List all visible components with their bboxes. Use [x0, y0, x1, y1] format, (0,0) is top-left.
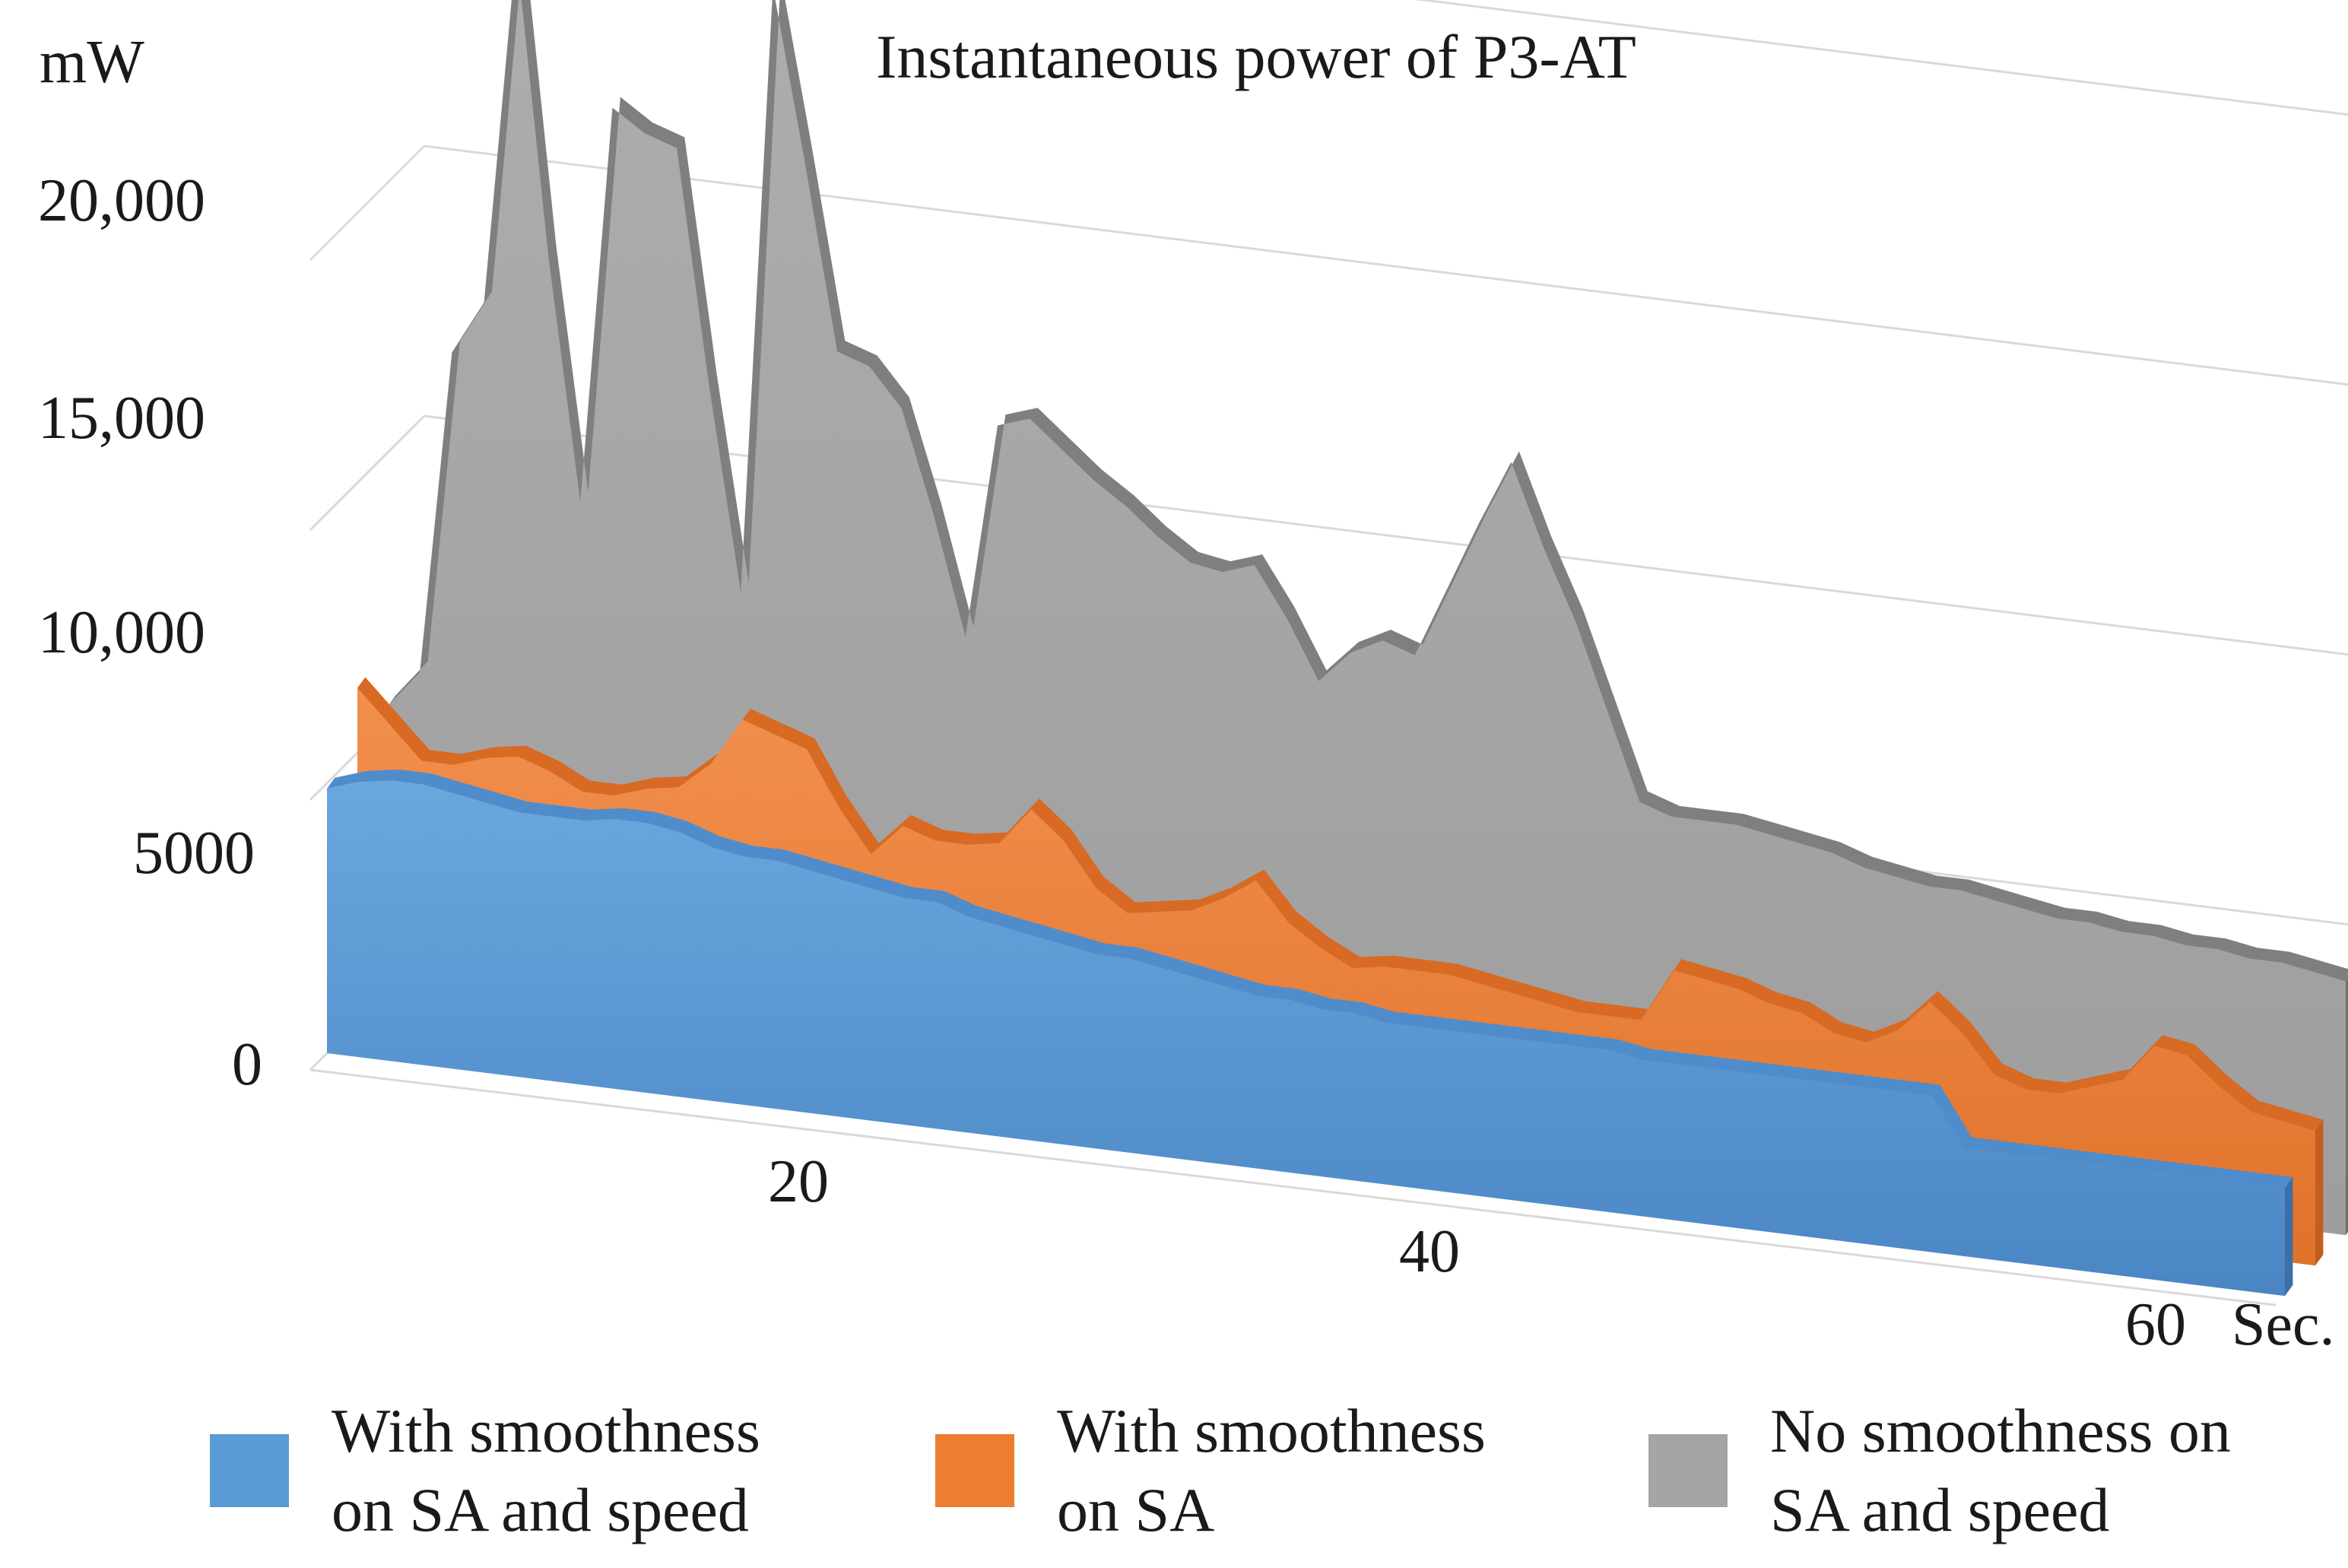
- series-1-side: [2315, 1119, 2324, 1266]
- y-tick-label-4: 20,000: [38, 167, 205, 234]
- series-0-side: [2285, 1177, 2293, 1297]
- y-tick-label-2: 10,000: [38, 599, 205, 666]
- series-0-ridge: [327, 769, 2293, 1189]
- floor-edge: [309, 1068, 2277, 1306]
- legend-item-orange: With smoothness on SA: [935, 1392, 1486, 1550]
- legend-swatch-blue: [210, 1434, 289, 1507]
- x-tick-label-2: 60: [2125, 1291, 2186, 1358]
- tick-labels: 0 5000 10,000 15,000 20,000 20 40 60: [38, 167, 2186, 1358]
- legend-label-gray: No smoothness on SA and speed: [1770, 1396, 2231, 1544]
- chart-title: Instantaneous power of P3-AT: [876, 22, 1636, 91]
- gridline-side-2: [309, 414, 426, 532]
- y-tick-label-1: 5000: [133, 820, 255, 887]
- chart-plot: 0 5000 10,000 15,000 20,000 20 40 60 mW Instant…: [38, 0, 2348, 1358]
- series-0-area: [327, 780, 2285, 1297]
- series-2-side: [2346, 978, 2348, 1236]
- gridline-3: [424, 144, 2348, 386]
- legend-item-blue: With smoothness on SA and speed: [210, 1392, 760, 1550]
- legend-item-gray: No smoothness on SA and speed: [1648, 1392, 2231, 1550]
- series-0: [327, 769, 2293, 1297]
- legend-label-orange: With smoothness on SA: [1057, 1396, 1486, 1544]
- legend-swatch-gray: [1648, 1434, 1728, 1507]
- x-axis-unit-label: Sec.: [2232, 1291, 2335, 1358]
- gridline-4: [1414, 0, 2348, 116]
- y-axis-unit-label: mW: [40, 29, 144, 96]
- legend-swatch-orange: [935, 1434, 1014, 1507]
- legend-label-blue: With smoothness on SA and speed: [332, 1396, 760, 1544]
- y-tick-label-0: 0: [232, 1031, 262, 1098]
- legend: With smoothness on SA and speed With smo…: [0, 1392, 2348, 1568]
- series-layer: [327, 0, 2348, 1297]
- series-1-ridge: [357, 677, 2324, 1131]
- x-tick-label-1: 40: [1399, 1218, 1460, 1285]
- y-tick-label-3: 15,000: [38, 385, 205, 452]
- gridline-side-3: [309, 144, 426, 262]
- x-tick-label-0: 20: [768, 1148, 829, 1215]
